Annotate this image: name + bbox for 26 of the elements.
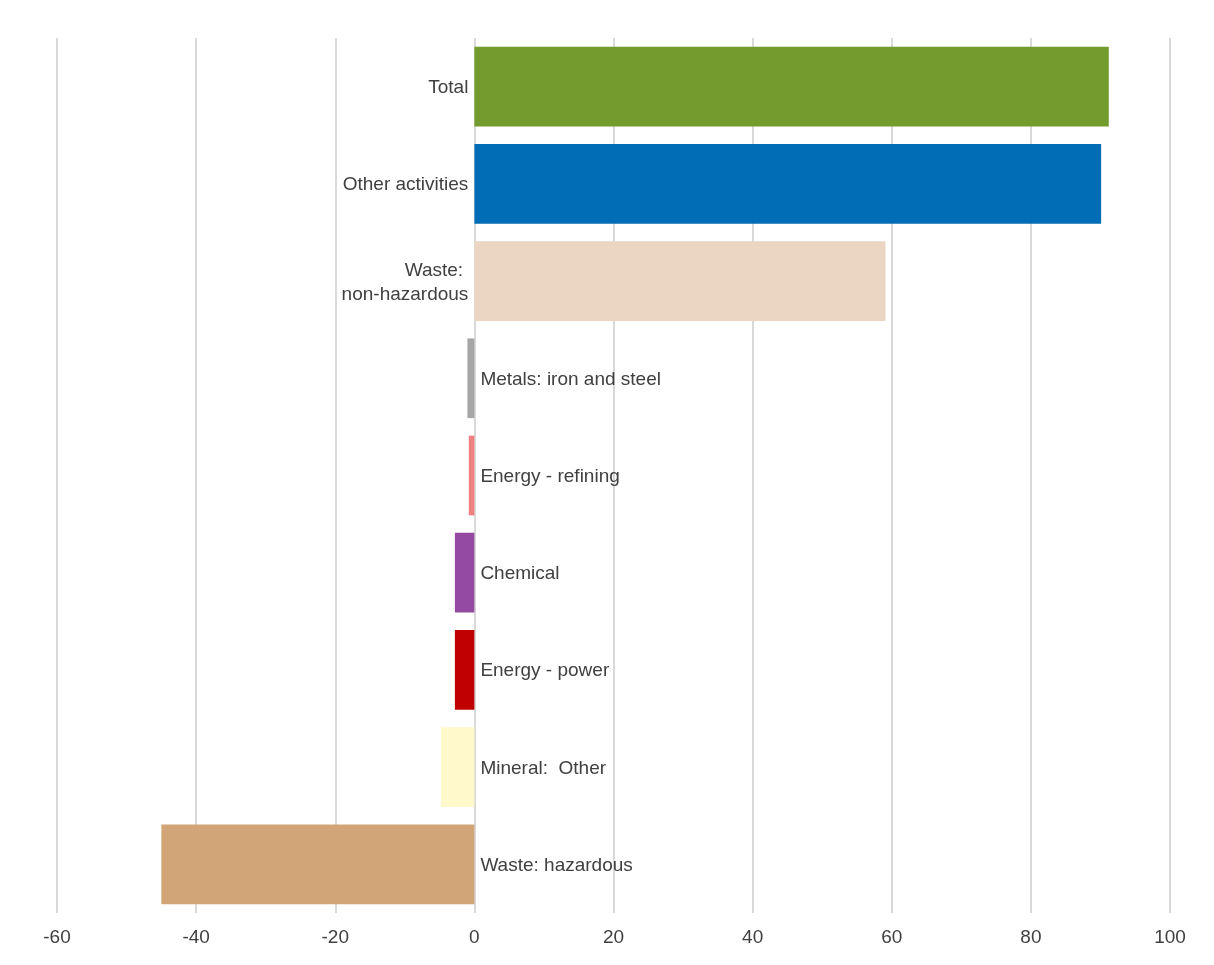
x-tick-label: -20	[321, 926, 349, 947]
y-tick-label: Total	[428, 76, 469, 98]
x-tick-label: 0	[469, 926, 480, 947]
bar	[474, 46, 1109, 127]
x-tick-label: 60	[881, 926, 903, 947]
bar	[161, 824, 475, 905]
bar	[474, 143, 1102, 224]
x-tick-label: 80	[1020, 926, 1042, 947]
y-tick-label: Energy - power	[480, 659, 610, 681]
y-tick-label: Other activities	[342, 173, 469, 195]
y-tick-label: Metals: iron and steel	[480, 367, 661, 389]
x-tick-label: -40	[182, 926, 210, 947]
bar	[467, 338, 475, 419]
x-tick-label: 40	[742, 926, 764, 947]
x-tick-label: 20	[602, 926, 625, 947]
x-tick-label: 100	[1154, 926, 1186, 947]
bar	[454, 532, 475, 613]
y-tick-label: Mineral: Other	[480, 756, 607, 778]
y-tick-label: Waste: hazardous	[480, 853, 633, 875]
y-tick-label: Energy - refining	[480, 465, 620, 486]
y-tick-label: Chemical	[480, 562, 560, 584]
y-tick-label: Waste: non-hazardous	[341, 258, 469, 304]
bar	[474, 241, 886, 321]
x-tick-label: -60	[43, 926, 71, 947]
bar	[454, 630, 475, 710]
bar	[440, 727, 475, 808]
